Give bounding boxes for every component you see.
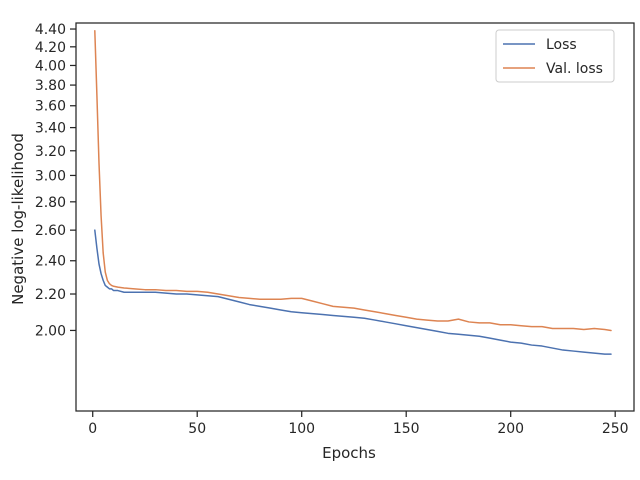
legend-box	[495, 29, 615, 83]
plot-frame	[75, 22, 635, 412]
y-axis-label: Negative log-likelihood	[9, 133, 27, 305]
legend-label-val-loss: Val. loss	[546, 61, 603, 77]
x-tick-label: 100	[288, 421, 315, 437]
y-tick-label: 3.00	[35, 168, 66, 184]
x-tick-label: 250	[602, 421, 629, 437]
x-tick-label: 150	[393, 421, 420, 437]
y-tick-label: 3.20	[35, 144, 66, 160]
legend-label-loss: Loss	[546, 37, 577, 53]
y-tick-label: 3.40	[35, 121, 66, 137]
x-tick-label: 0	[88, 421, 97, 437]
y-tick-label: 3.60	[35, 99, 66, 115]
legend: Loss Val. loss	[495, 29, 615, 83]
y-tick-label: 4.00	[35, 58, 66, 74]
y-tick-label: 2.20	[35, 287, 66, 303]
series-line-loss	[94, 229, 612, 355]
y-tick-label: 4.20	[35, 40, 66, 56]
series-layer	[94, 30, 612, 355]
y-tick-label: 2.60	[35, 223, 66, 239]
y-tick-label: 2.80	[35, 195, 66, 211]
y-tick-label: 4.40	[35, 22, 66, 38]
x-tick-label: 200	[497, 421, 524, 437]
y-tick-label: 2.40	[35, 254, 66, 270]
y-axis: 2.00 2.20 2.40 2.60 2.80 3.00 3.20 3.40 3.60 3.80…	[35, 22, 76, 339]
x-axis-label: Epochs	[322, 444, 376, 462]
x-axis: 0 50 100 150 200 250	[88, 411, 629, 437]
y-tick-label: 3.80	[35, 78, 66, 94]
series-line-val-loss	[94, 30, 612, 332]
y-tick-label: 2.00	[35, 323, 66, 339]
x-tick-label: 50	[188, 421, 206, 437]
